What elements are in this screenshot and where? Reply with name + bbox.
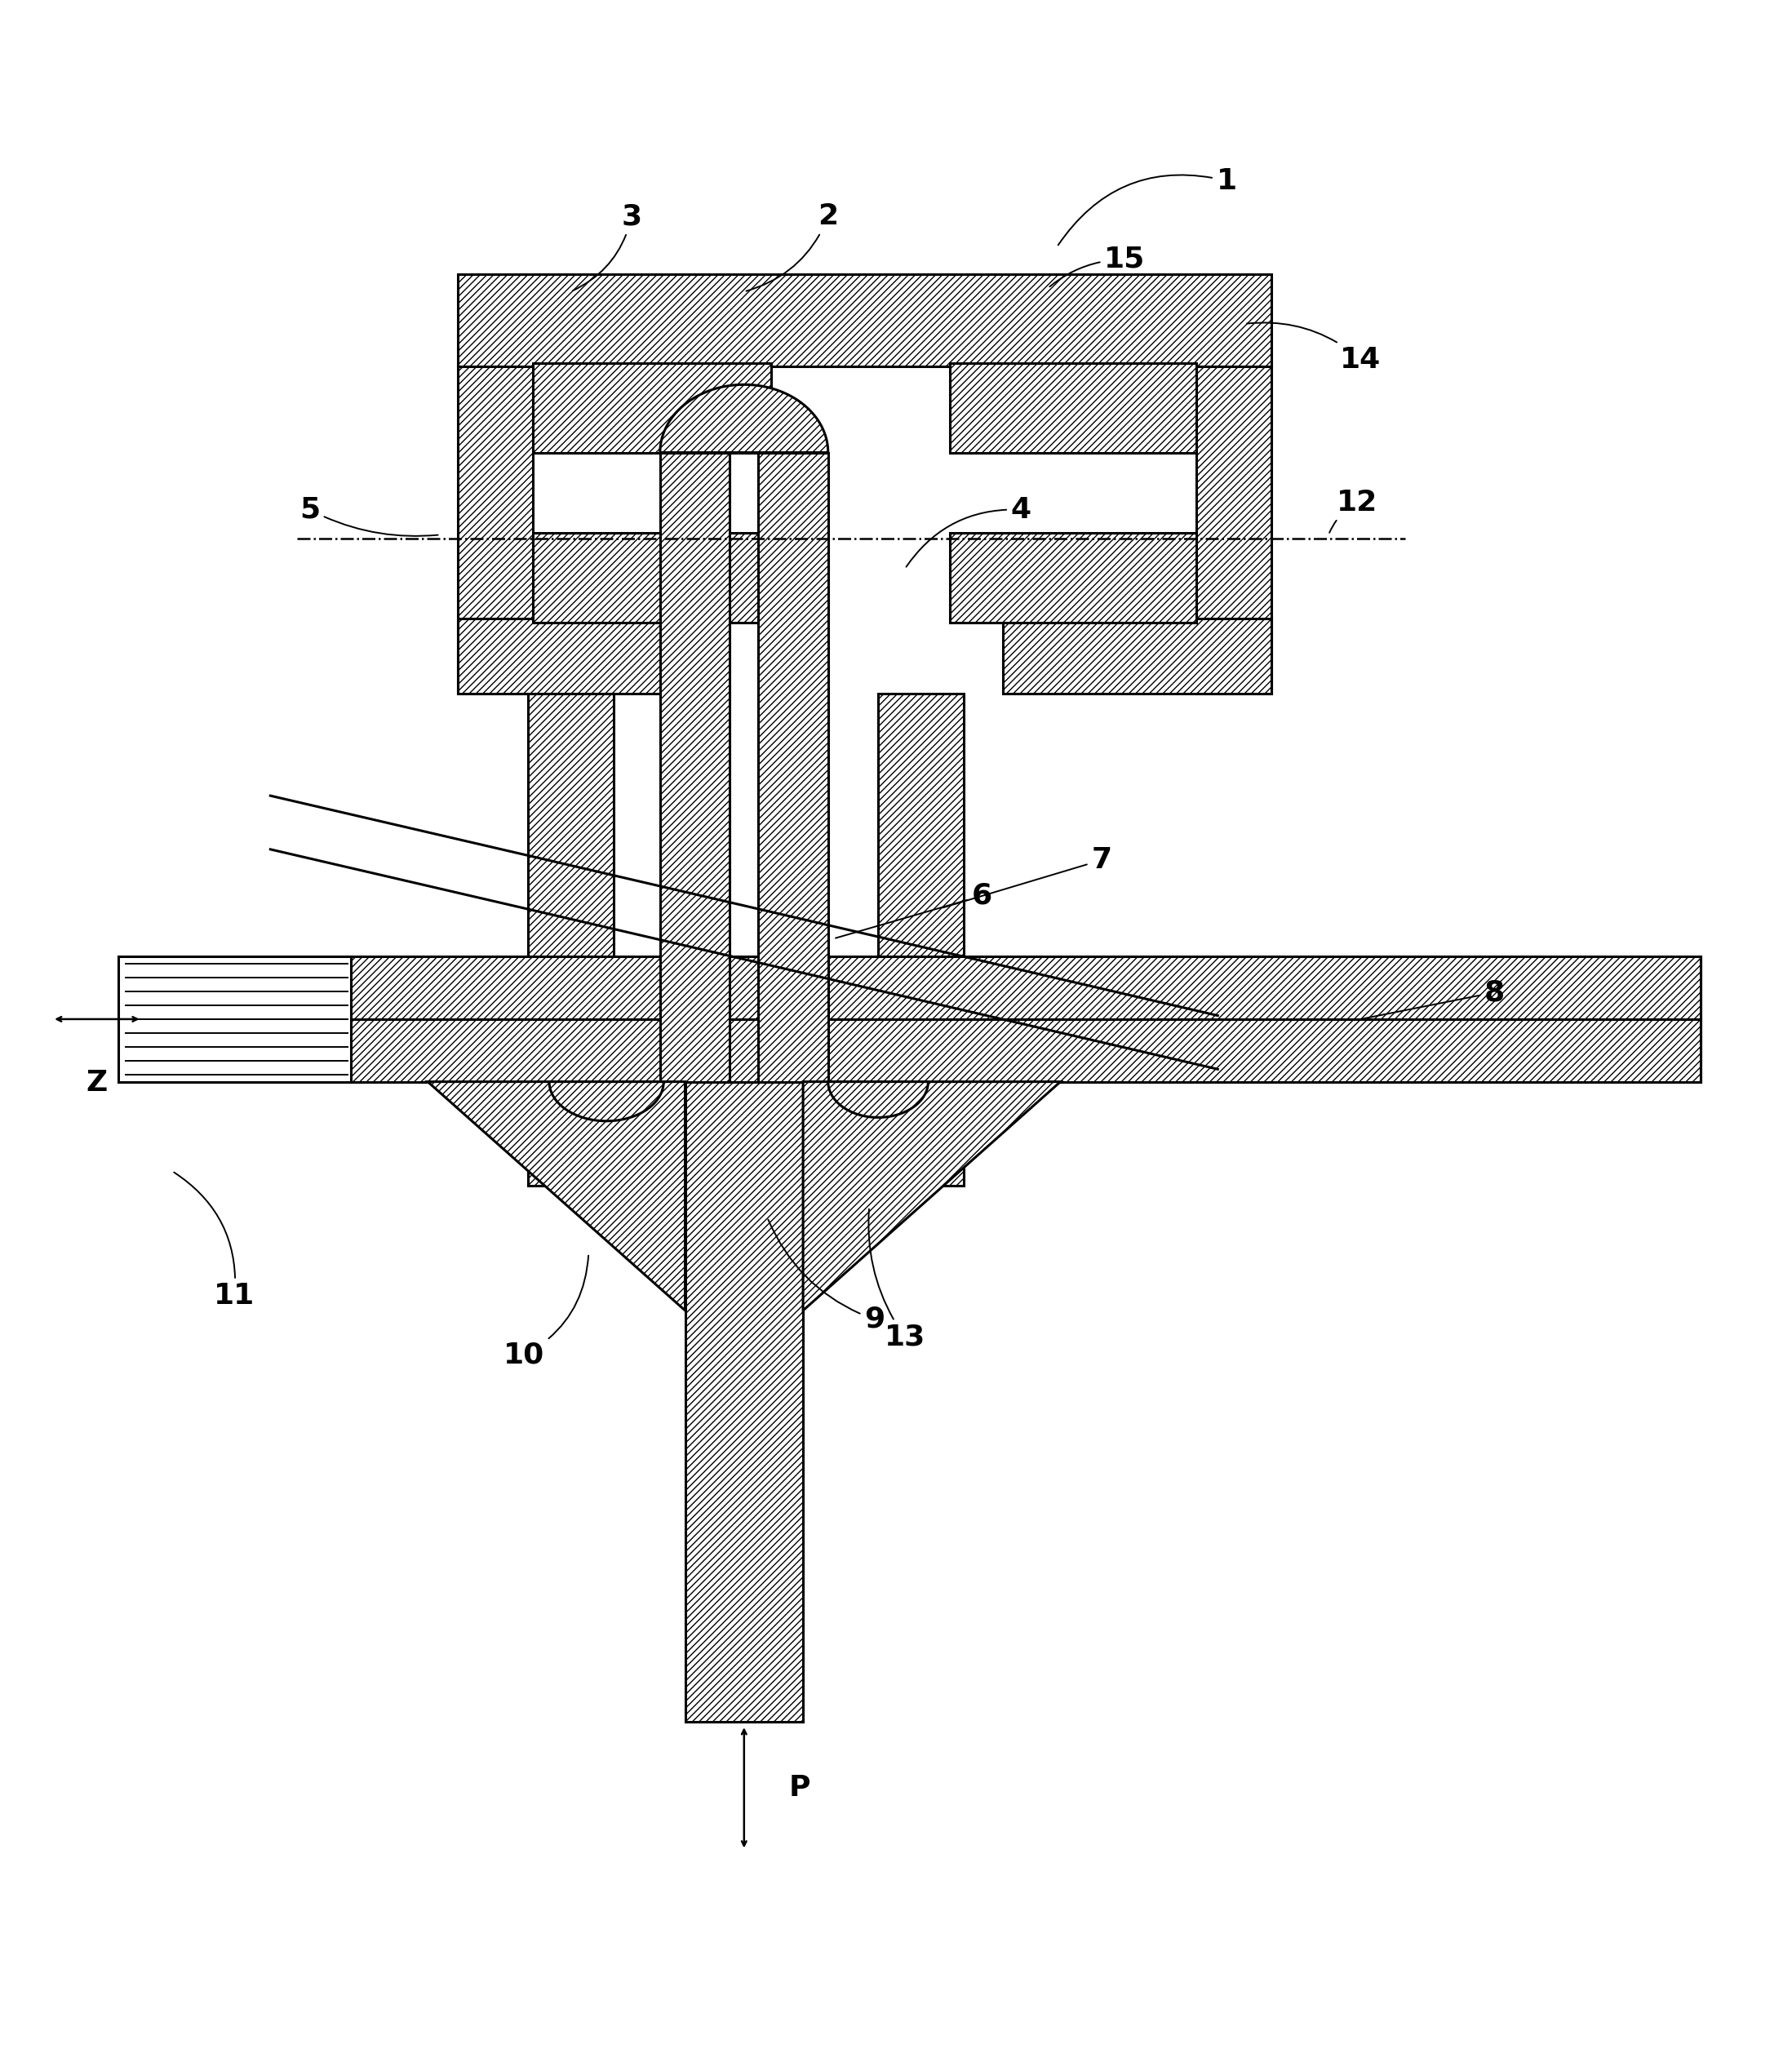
Bar bbox=[459, 367, 534, 695]
Bar bbox=[1197, 367, 1271, 695]
Bar bbox=[529, 695, 613, 1186]
Bar bbox=[1004, 619, 1271, 695]
Bar bbox=[659, 453, 729, 1186]
Text: 15: 15 bbox=[1050, 246, 1145, 287]
Polygon shape bbox=[428, 1082, 685, 1311]
Polygon shape bbox=[828, 1082, 928, 1117]
Bar bbox=[534, 533, 771, 623]
Bar bbox=[758, 453, 828, 1186]
Bar bbox=[950, 363, 1197, 453]
Text: P: P bbox=[788, 1774, 810, 1801]
Text: Z: Z bbox=[86, 1070, 108, 1096]
Text: 12: 12 bbox=[1330, 490, 1378, 533]
Polygon shape bbox=[548, 1082, 663, 1121]
Bar bbox=[459, 619, 690, 695]
Text: 14: 14 bbox=[1247, 322, 1382, 373]
Text: 4: 4 bbox=[907, 496, 1032, 568]
Bar bbox=[685, 1082, 803, 1721]
Text: 13: 13 bbox=[869, 1209, 925, 1350]
Bar bbox=[459, 275, 1271, 367]
Bar bbox=[534, 363, 771, 453]
Text: 11: 11 bbox=[174, 1172, 254, 1309]
Polygon shape bbox=[803, 1082, 1061, 1311]
Text: 6: 6 bbox=[835, 881, 993, 938]
Text: 1: 1 bbox=[1057, 166, 1236, 246]
Text: 9: 9 bbox=[769, 1219, 885, 1334]
Text: 8: 8 bbox=[1364, 979, 1505, 1018]
Bar bbox=[950, 533, 1197, 623]
Bar bbox=[878, 695, 964, 1186]
Text: 2: 2 bbox=[745, 203, 839, 291]
Text: 5: 5 bbox=[299, 496, 437, 537]
Text: 3: 3 bbox=[573, 203, 642, 291]
Bar bbox=[351, 957, 1701, 1018]
Text: 10: 10 bbox=[504, 1256, 588, 1369]
Bar bbox=[351, 1018, 1701, 1082]
Polygon shape bbox=[659, 385, 828, 453]
Text: 7: 7 bbox=[943, 846, 1111, 908]
